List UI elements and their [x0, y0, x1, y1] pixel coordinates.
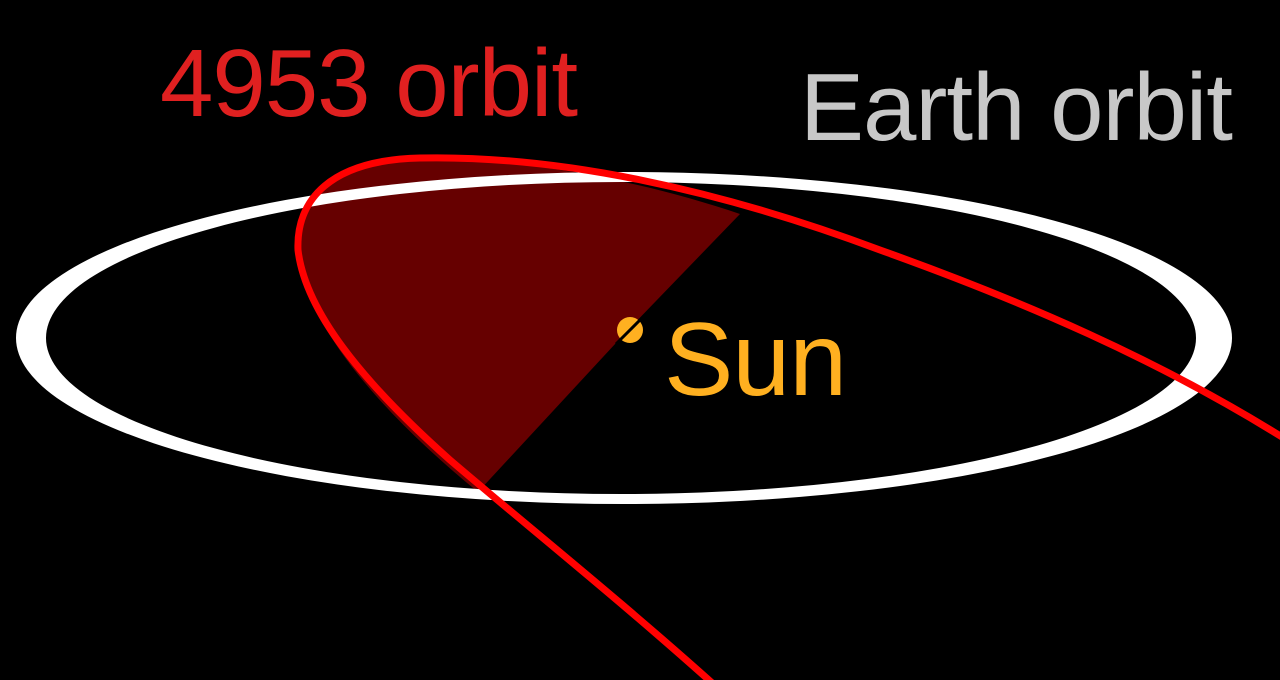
sun-icon [614, 314, 646, 346]
sun-label: Sun [664, 302, 847, 418]
asteroid-orbit-label: 4953 orbit [160, 30, 578, 137]
earth-orbit-label: Earth orbit [800, 54, 1233, 161]
asteroid-orbit [294, 154, 1280, 680]
swept-region [297, 158, 740, 492]
